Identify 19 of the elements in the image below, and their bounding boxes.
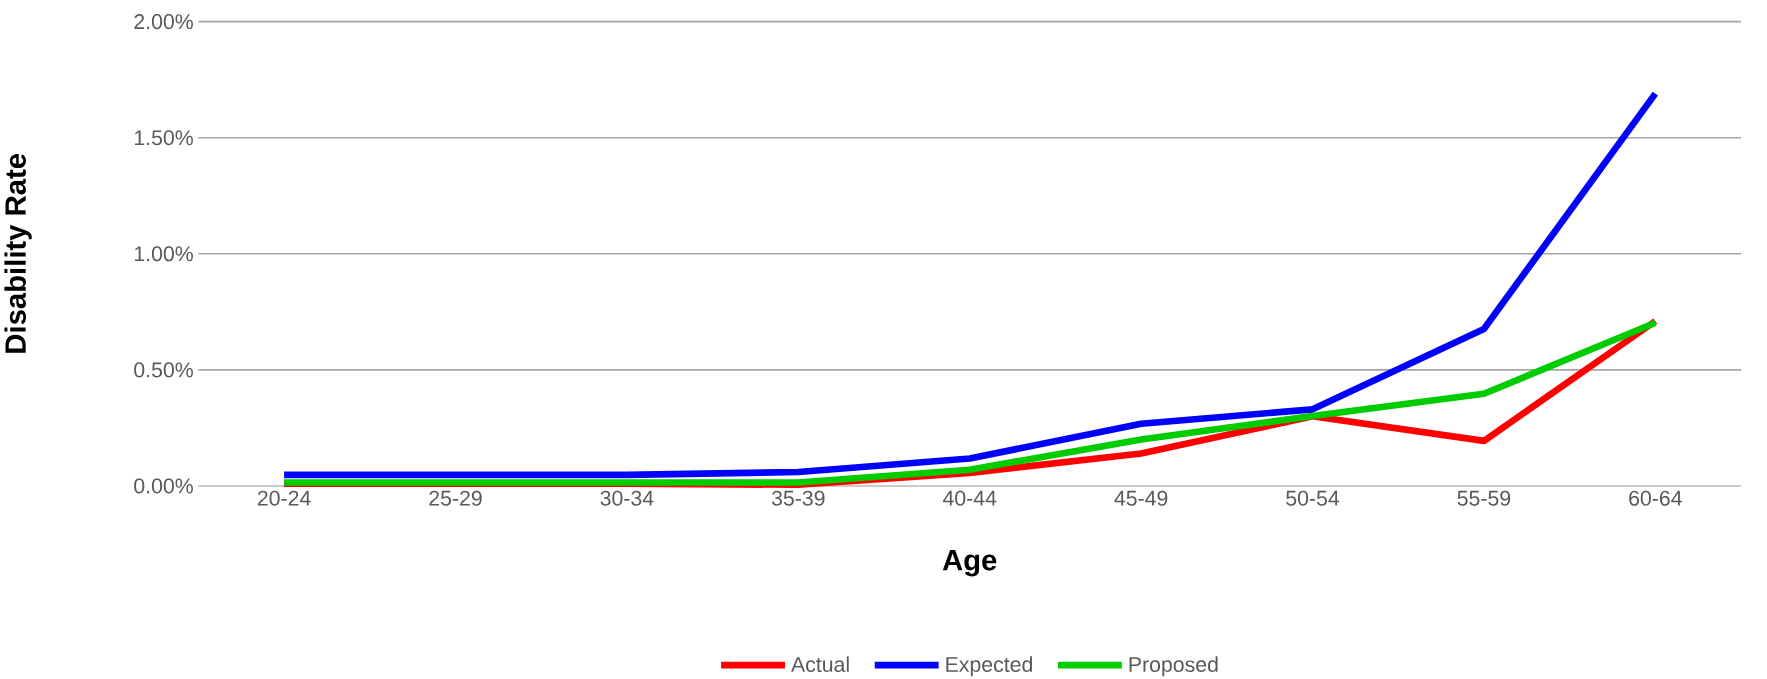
- x-tick-label: 30-34: [600, 490, 654, 506]
- y-tick-label: 2.00%: [134, 14, 193, 30]
- x-tick-label: 45-49: [1114, 490, 1168, 506]
- y-tick-label: 1.00%: [134, 246, 193, 262]
- y-axis-title: Disability Rate: [4, 153, 32, 353]
- x-axis-title: Age: [942, 550, 997, 577]
- y-tick-label: 1.50%: [134, 130, 193, 146]
- legend-label: Proposed: [1129, 656, 1218, 677]
- x-tick-label: 35-39: [771, 490, 825, 506]
- y-tick-label: 0.00%: [134, 478, 193, 494]
- x-tick-label: 25-29: [429, 490, 482, 506]
- y-tick-label: 0.50%: [134, 362, 193, 378]
- x-tick-label: 55-59: [1457, 490, 1511, 506]
- legend-label: Expected: [946, 656, 1032, 677]
- x-tick-label: 60-64: [1629, 490, 1682, 506]
- x-tick-label: 40-44: [942, 490, 997, 506]
- x-tick-label: 20-24: [257, 490, 311, 506]
- legend-label: Actual: [791, 656, 849, 672]
- x-tick-label: 50-54: [1286, 490, 1340, 506]
